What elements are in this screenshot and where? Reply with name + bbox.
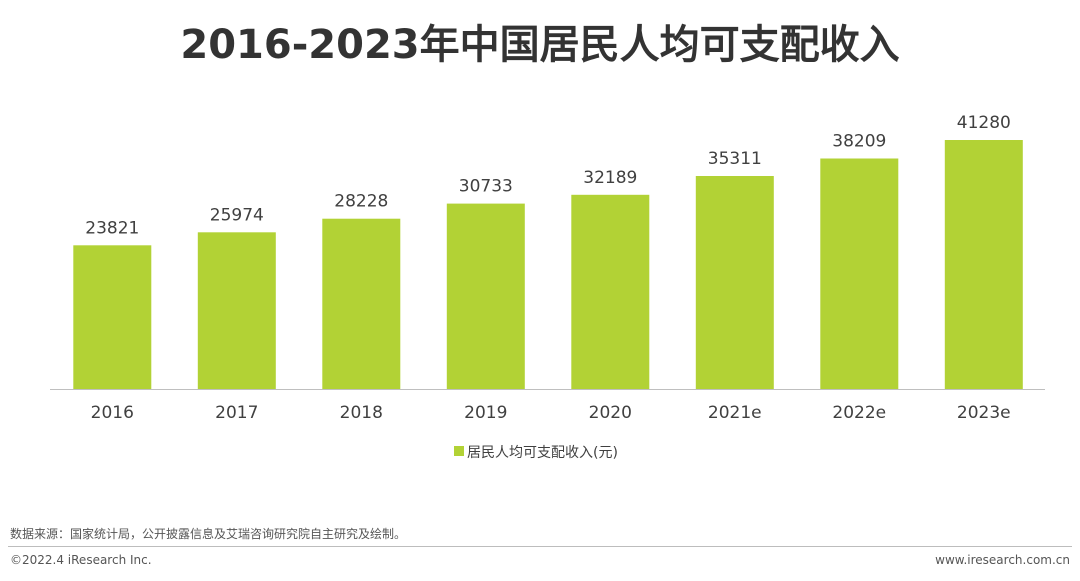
bar-2023e	[944, 140, 1023, 389]
data-label-2023e: 41280	[957, 113, 1011, 133]
category-label-2016: 2016	[91, 403, 134, 423]
legend-label: 居民人均可支配收入(元)	[467, 445, 618, 461]
bar-2017	[197, 232, 276, 389]
footer-divider	[8, 546, 1072, 547]
bar-2022e	[820, 158, 899, 389]
chart-title: 2016-2023年中国居民人均可支配收入	[180, 22, 900, 68]
data-source-note: 数据来源：国家统计局，公开披露信息及艾瑞咨询研究院自主研究及绘制。	[10, 527, 407, 541]
category-label-2019: 2019	[464, 403, 507, 423]
category-label-2018: 2018	[340, 403, 383, 423]
bar-2021e	[695, 176, 774, 389]
bar-2020	[571, 194, 650, 389]
copyright-text: ©2022.4 iResearch Inc.	[10, 553, 152, 567]
bar-chart: 23821 2016 25974 2017 28228 2018 30733 2019 3218…	[50, 113, 1045, 461]
website-text: www.iresearch.com.cn	[935, 553, 1070, 567]
category-label-2023e: 2023e	[957, 403, 1011, 423]
bar-2016	[73, 245, 152, 389]
data-label-2022e: 38209	[832, 132, 886, 152]
category-label-2020: 2020	[589, 403, 632, 423]
data-label-2018: 28228	[334, 192, 388, 212]
category-label-2017: 2017	[215, 403, 258, 423]
bar-2018	[322, 218, 401, 389]
data-label-2020: 32189	[583, 168, 637, 188]
legend-swatch	[454, 446, 464, 456]
data-label-2019: 30733	[459, 177, 513, 197]
category-label-2022e: 2022e	[832, 403, 886, 423]
data-label-2021e: 35311	[708, 149, 762, 169]
data-label-2017: 25974	[210, 205, 264, 225]
data-label-2016: 23821	[85, 218, 139, 238]
bar-2019	[446, 203, 525, 389]
category-label-2021e: 2021e	[708, 403, 762, 423]
